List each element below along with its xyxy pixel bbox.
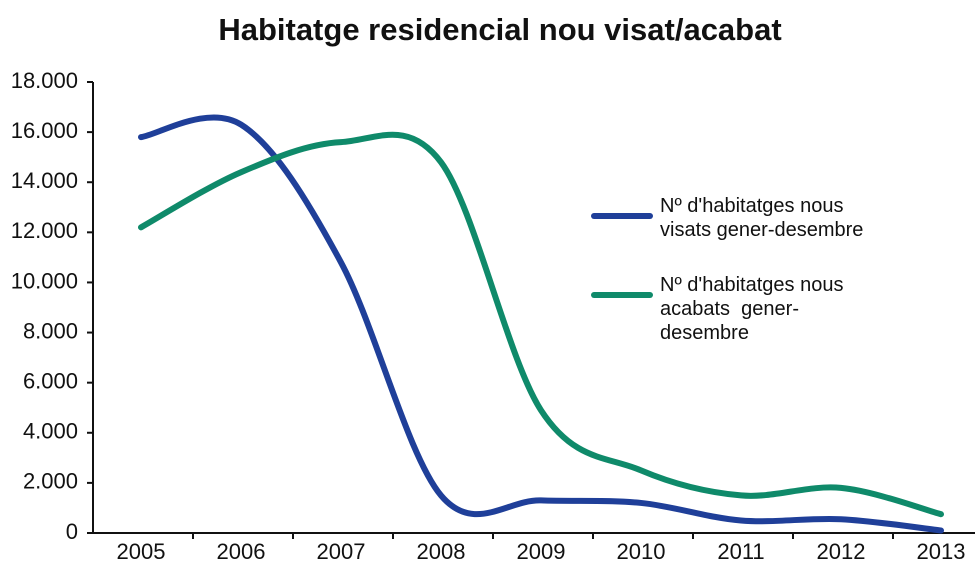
x-tick-label: 2011	[717, 539, 764, 564]
y-tick-label: 8.000	[23, 318, 78, 343]
y-tick-label: 18.000	[11, 68, 78, 93]
x-tick-label: 2007	[317, 539, 366, 564]
x-tick-label: 2008	[417, 539, 466, 564]
y-tick-label: 6.000	[23, 368, 78, 393]
x-tick-label: 2009	[517, 539, 566, 564]
x-tick-label: 2012	[817, 539, 866, 564]
chart-title: Habitatge residencial nou visat/acabat	[218, 12, 781, 47]
x-tick-label: 2013	[917, 539, 966, 564]
y-tick-label: 16.000	[11, 118, 78, 143]
x-tick-label: 2010	[617, 539, 666, 564]
y-tick-label: 12.000	[11, 218, 78, 243]
legend-label: Nº d'habitatges nous acabats gener-desem…	[660, 274, 850, 344]
y-tick-label: 4.000	[23, 419, 78, 444]
legend-label: Nº d'habitatges nous visats gener-desemb…	[660, 195, 864, 241]
y-tick-label: 2.000	[23, 469, 78, 494]
line-series	[138, 131, 944, 518]
y-tick-label: 10.000	[11, 268, 78, 293]
y-tick-label: 0	[66, 519, 78, 544]
x-tick-label: 2006	[217, 539, 266, 564]
y-tick-label: 14.000	[11, 168, 78, 193]
x-tick-label: 2005	[117, 539, 166, 564]
